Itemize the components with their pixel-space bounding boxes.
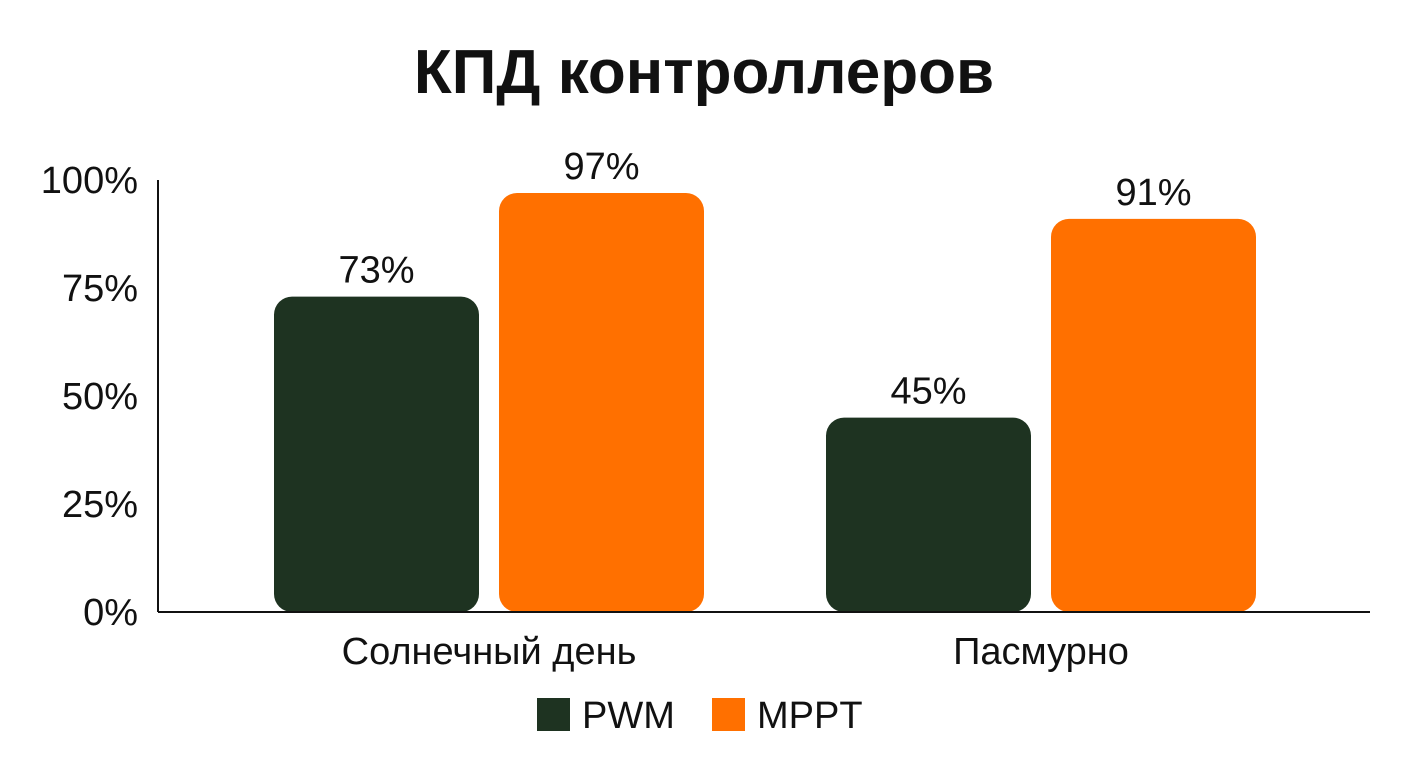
- legend-label-pwm: PWM: [582, 695, 675, 737]
- bar-mppt-0: [499, 192, 704, 612]
- plot-area: 73% 97% 45% 91%: [274, 146, 1256, 612]
- y-tick-label: 50%: [62, 376, 138, 418]
- bar-pwm-1: [826, 417, 1031, 612]
- chart-title: КПД контроллеров: [414, 38, 994, 107]
- data-label: 73%: [338, 250, 414, 292]
- y-tick-label: 25%: [62, 484, 138, 526]
- y-axis: 0% 25% 50% 75% 100%: [41, 160, 138, 634]
- data-label: 91%: [1115, 172, 1191, 214]
- x-axis: Солнечный день Пасмурно: [342, 631, 1129, 673]
- bar-pwm-0: [274, 296, 479, 612]
- legend-label-mppt: MPPT: [757, 695, 863, 737]
- y-tick-label: 75%: [62, 268, 138, 310]
- x-tick-label: Пасмурно: [953, 631, 1129, 673]
- legend-swatch-mppt: [712, 698, 745, 731]
- x-tick-label: Солнечный день: [342, 631, 637, 673]
- data-label: 97%: [563, 146, 639, 188]
- y-tick-label: 100%: [41, 160, 138, 202]
- bar-mppt-1: [1051, 218, 1256, 612]
- data-label: 45%: [890, 371, 966, 413]
- legend: PWM MPPT: [537, 695, 863, 737]
- y-tick-label: 0%: [83, 592, 138, 634]
- legend-swatch-pwm: [537, 698, 570, 731]
